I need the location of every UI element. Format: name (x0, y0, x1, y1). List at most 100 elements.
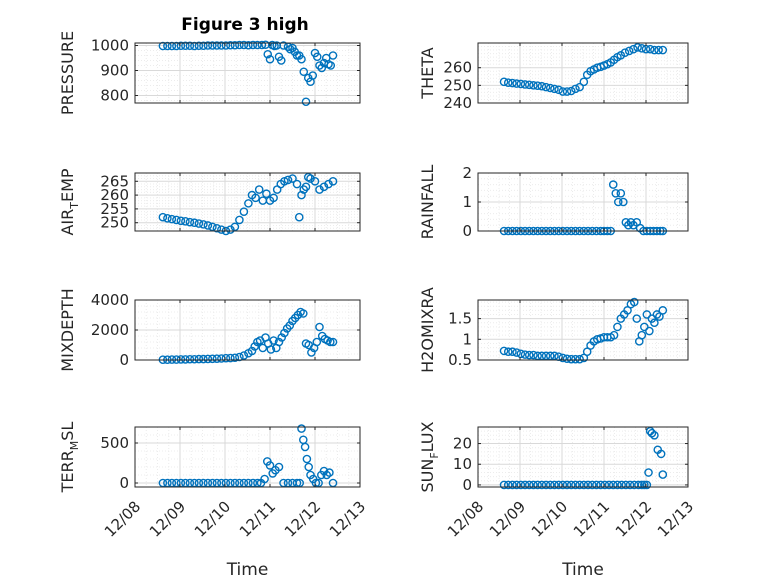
data-point (226, 353, 235, 363)
data-point (566, 86, 576, 96)
data-point (629, 297, 639, 307)
data-point (239, 351, 249, 360)
data-point (208, 41, 217, 50)
data-point (315, 61, 324, 70)
y-tick-label: 0.5 (448, 351, 472, 369)
y-tick-label: 0 (119, 351, 129, 369)
data-point (537, 351, 547, 361)
data-point (226, 225, 235, 234)
data-point (508, 78, 517, 88)
data-point (524, 350, 534, 360)
data-point (650, 45, 659, 55)
data-point (297, 424, 306, 433)
y-axis-label: TERRMSL (58, 422, 81, 494)
data-point (257, 40, 267, 50)
data-point (524, 480, 534, 490)
x-tick-label: 12/13 (326, 497, 369, 540)
data-point (199, 354, 208, 364)
data-point (297, 190, 306, 200)
data-point (212, 354, 222, 363)
data-point (294, 212, 304, 222)
x-tick-label: 12/13 (654, 497, 697, 540)
x-tick-label: 12/12 (612, 497, 655, 540)
y-axis-label: SUNFLUX (418, 421, 441, 492)
data-point (285, 321, 295, 330)
data-point (185, 217, 195, 227)
data-point (269, 193, 278, 203)
data-point (176, 41, 186, 51)
data-point (537, 480, 547, 490)
x-tick-label: 12/08 (101, 497, 144, 540)
x-tick-label: 12/08 (444, 497, 487, 540)
subplot-sun_flux: 20 10 0 SUNFLUX12/0812/0912/1012/1112/1212/… (418, 421, 697, 580)
data-point (235, 40, 244, 50)
data-point (583, 480, 593, 490)
data-point (244, 199, 253, 208)
data-point (613, 197, 623, 207)
data-point (194, 354, 204, 364)
y-tick-label: 250 (100, 214, 129, 232)
data-point (654, 45, 663, 55)
data-point (529, 81, 538, 90)
axes-box (477, 426, 689, 488)
data-point (208, 354, 217, 364)
data-point (181, 41, 190, 51)
data-point (322, 470, 332, 480)
data-point (163, 213, 172, 223)
y-tick-label: 1 (462, 330, 472, 348)
data-point (212, 223, 222, 233)
data-point (537, 81, 547, 91)
y-tick-label: 2000 (91, 321, 129, 339)
data-point (508, 347, 517, 357)
data-point (629, 44, 638, 54)
data-point (325, 337, 335, 347)
data-point (620, 48, 630, 58)
y-tick-label: 0 (462, 476, 472, 494)
y-tick-label: 260 (443, 59, 472, 77)
axes-box (134, 172, 361, 232)
y-tick-label: 0 (462, 222, 472, 240)
data-point (262, 189, 271, 199)
data-point (571, 480, 580, 490)
y-axis-label: RAINFALL (418, 165, 437, 240)
data-point (319, 182, 329, 192)
data-point (600, 480, 610, 490)
data-point (642, 310, 652, 319)
data-point (533, 81, 542, 91)
data-point (634, 480, 643, 490)
data-point (658, 45, 668, 55)
x-tick-label: 12/11 (236, 497, 279, 540)
x-tick-label: 12/10 (528, 497, 571, 540)
data-point (190, 218, 199, 228)
data-point (616, 51, 626, 60)
axes-box (134, 426, 361, 488)
x-tick-label: 12/10 (191, 497, 234, 540)
data-point (258, 343, 268, 353)
axes-box (477, 42, 689, 104)
subplot-h2omixra: 1.5 1 0.5 H2OMIXRA (418, 287, 689, 373)
data-point (230, 222, 240, 232)
data-point (269, 336, 278, 345)
data-point (637, 480, 647, 490)
data-point (235, 352, 244, 362)
data-point (503, 347, 513, 357)
data-point (212, 41, 222, 50)
data-point (520, 480, 530, 490)
data-point (575, 480, 584, 490)
data-point (587, 480, 597, 490)
data-point (299, 67, 309, 77)
data-point (632, 314, 642, 323)
data-point (277, 333, 287, 342)
subplot-rainfall: 2 1 0 RAINFALL (418, 164, 689, 240)
data-point (608, 180, 618, 189)
data-point (611, 188, 621, 198)
data-point (185, 41, 195, 51)
y-axis-label: THETA (418, 47, 437, 99)
x-axis-label: Time (226, 560, 269, 580)
data-point (550, 480, 559, 490)
data-point (533, 351, 542, 361)
data-point (566, 480, 576, 490)
data-point (608, 480, 618, 490)
data-point (301, 182, 311, 192)
